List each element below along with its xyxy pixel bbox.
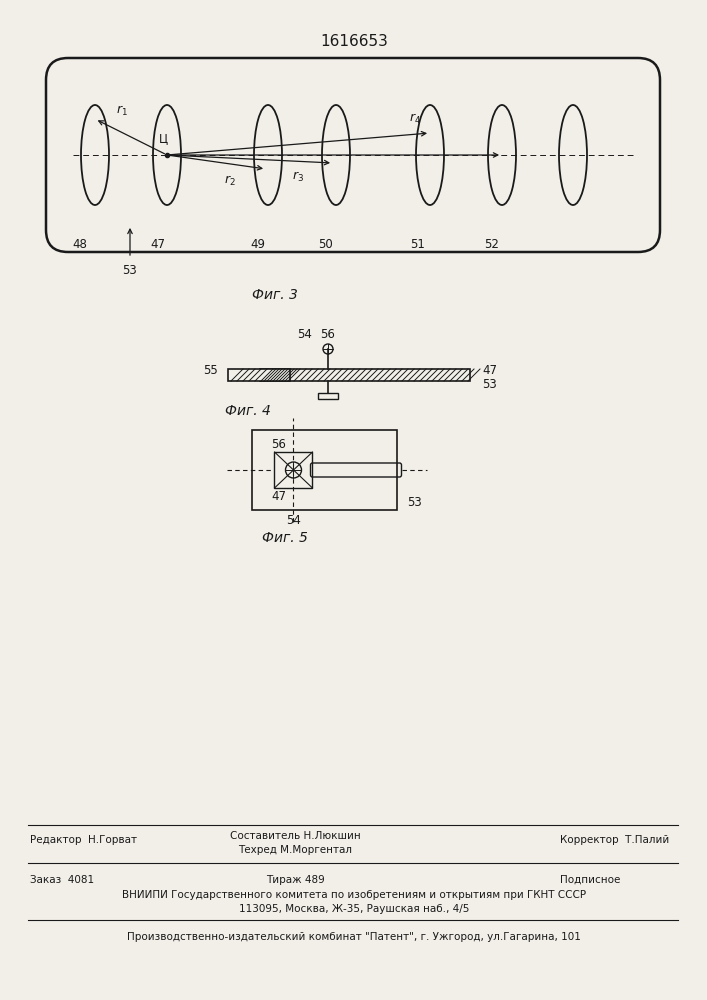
Text: 51: 51 (411, 237, 426, 250)
Text: Фиг. 4: Фиг. 4 (225, 404, 271, 418)
Text: 54: 54 (297, 328, 312, 342)
Text: 47: 47 (482, 364, 497, 377)
Text: Редактор  Н.Горват: Редактор Н.Горват (30, 835, 137, 845)
Text: 50: 50 (319, 237, 334, 250)
Text: $r_4$: $r_4$ (409, 112, 421, 126)
Bar (228, 369, 290, 381)
Text: Подписное: Подписное (560, 875, 620, 885)
Text: Ц: Ц (158, 132, 168, 145)
Text: ВНИИПИ Государственного комитета по изобретениям и открытиям при ГКНТ СССР: ВНИИПИ Государственного комитета по изоб… (122, 890, 586, 900)
Text: 47: 47 (271, 489, 286, 502)
Bar (252, 430, 397, 510)
Text: 53: 53 (482, 378, 497, 391)
Text: 48: 48 (73, 237, 88, 250)
Text: Фиг. 3: Фиг. 3 (252, 288, 298, 302)
Text: 49: 49 (250, 237, 266, 250)
Text: 54: 54 (286, 514, 301, 526)
Text: Составитель Н.Люкшин: Составитель Н.Люкшин (230, 831, 361, 841)
Bar (274, 452, 312, 488)
Text: $r_2$: $r_2$ (224, 174, 236, 188)
Text: 56: 56 (320, 328, 335, 342)
Bar (318, 393, 338, 399)
Text: Тираж 489: Тираж 489 (266, 875, 325, 885)
Bar (260, 369, 470, 381)
Text: 53: 53 (407, 495, 422, 508)
Text: 56: 56 (271, 438, 286, 450)
Text: Техред М.Моргентал: Техред М.Моргентал (238, 845, 352, 855)
Text: $r_1$: $r_1$ (116, 104, 128, 118)
Text: 1616653: 1616653 (320, 34, 388, 49)
Text: Фиг. 5: Фиг. 5 (262, 531, 308, 545)
Text: Производственно-издательский комбинат "Патент", г. Ужгород, ул.Гагарина, 101: Производственно-издательский комбинат "П… (127, 932, 581, 942)
Text: 55: 55 (203, 364, 218, 377)
Text: 52: 52 (484, 237, 499, 250)
Text: 53: 53 (122, 263, 137, 276)
Text: Корректор  Т.Палий: Корректор Т.Палий (560, 835, 670, 845)
Text: $r_3$: $r_3$ (292, 170, 304, 184)
Text: 47: 47 (151, 237, 165, 250)
Text: 113095, Москва, Ж-35, Раушская наб., 4/5: 113095, Москва, Ж-35, Раушская наб., 4/5 (239, 904, 469, 914)
Text: Заказ  4081: Заказ 4081 (30, 875, 94, 885)
